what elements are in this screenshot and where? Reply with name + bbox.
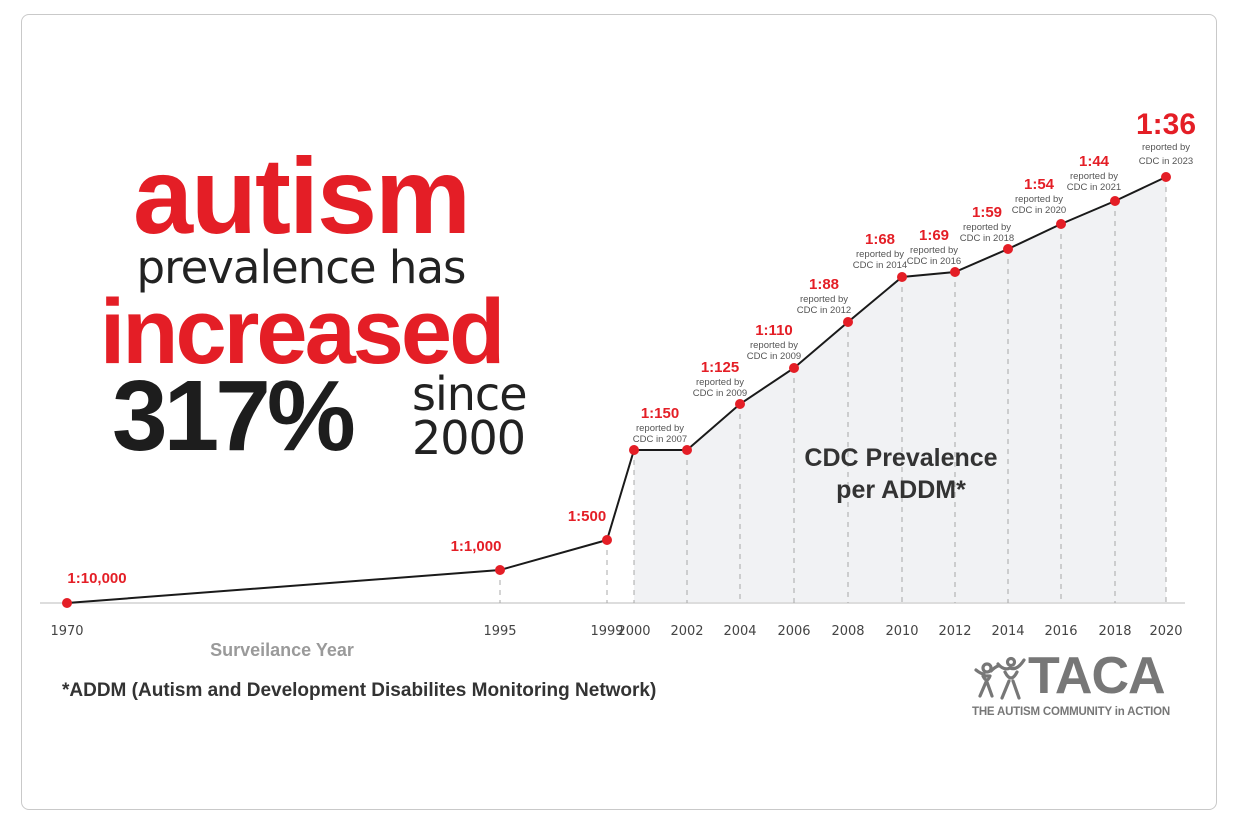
x-tick-2008: 2008 [831,624,864,639]
x-tick-2012: 2012 [938,624,971,639]
shaded-area [634,177,1166,603]
x-tick-2018: 2018 [1098,624,1131,639]
x-tick-2000: 2000 [617,624,650,639]
annotation-title-line2: per ADDM* [836,476,966,504]
data-points [62,172,1171,608]
series-line [66,176,1167,604]
headline-prevalence-has: prevalence has [136,241,467,294]
note-label-2012-line2: CDC in 2016 [907,256,961,267]
value-label-2014: 1:59 [972,204,1002,221]
logo-tagline: THE AUTISM COMMUNITY in ACTION [972,706,1171,718]
x-axis-title: Surveilance Year [210,640,354,660]
value-label-2004: 1:125 [701,359,739,376]
note-label-2008-line1: reported by [800,294,848,305]
headline-since: since 2000 [412,367,527,465]
note-label-2000-line2: CDC in 2007 [633,434,687,445]
data-point-1970 [62,598,72,608]
note-label-2014-line2: CDC in 2018 [960,233,1014,244]
x-tick-1970: 1970 [50,624,83,639]
x-tick-2010: 2010 [885,624,918,639]
data-point-1999 [602,535,612,545]
headline-autism: autism [132,135,471,256]
data-point-2004 [735,399,745,409]
note-label-2012-line1: reported by [910,245,958,256]
value-label-2010: 1:68 [865,231,895,248]
value-label-2008: 1:88 [809,276,839,293]
data-point-1995 [495,565,505,575]
data-point-2006 [789,363,799,373]
x-tick-1995: 1995 [483,624,516,639]
note-label-2016-line2: CDC in 2020 [1012,205,1066,216]
data-point-2014 [1003,244,1013,254]
note-label-2010-line2: CDC in 2014 [853,260,907,271]
note-label-2010-line1: reported by [856,249,904,260]
note-label-2008-line2: CDC in 2012 [797,305,851,316]
logo-wordmark: TACA [1028,647,1166,705]
x-tick-2002: 2002 [670,624,703,639]
note-label-2004-line2: CDC in 2009 [693,388,747,399]
note-label-2014-line1: reported by [963,222,1011,233]
data-point-2008 [843,317,853,327]
footnote: *ADDM (Autism and Development Disabilite… [62,680,657,701]
taca-logo: TACA THE AUTISM COMMUNITY in ACTION [970,648,1202,722]
value-label-2012: 1:69 [919,227,949,244]
note-label-2018-line2: CDC in 2021 [1067,182,1121,193]
note-label-2018-line1: reported by [1070,171,1118,182]
x-tick-2016: 2016 [1044,624,1077,639]
value-label-2000: 1:150 [641,405,679,422]
annotation-title-line1: CDC Prevalence [804,444,997,472]
headline-since-year: 2000 [412,411,526,465]
x-tick-2014: 2014 [991,624,1024,639]
x-tick-2006: 2006 [777,624,810,639]
headline-percent: 317% [112,360,356,472]
value-label-2018: 1:44 [1079,153,1110,170]
value-label-2006: 1:110 [755,322,793,339]
data-point-2012 [950,267,960,277]
value-label-2020: 1:36 [1136,108,1196,141]
x-tick-1999: 1999 [590,624,623,639]
note-label-2000-line1: reported by [636,423,684,434]
data-point-2010 [897,272,907,282]
note-label-2006-line2: CDC in 2009 [747,351,801,362]
headline-since-word: since [412,367,527,421]
x-tick-2020: 2020 [1149,624,1182,639]
note-label-2006-line1: reported by [750,340,798,351]
note-label-2020-line1: reported by [1142,142,1190,153]
note-label-2016-line1: reported by [1015,194,1063,205]
value-label-2016: 1:54 [1024,176,1055,193]
data-point-2018 [1110,196,1120,206]
data-point-2016 [1056,219,1066,229]
area-layer [634,177,1166,603]
taca-figures-icon [974,656,1026,700]
value-label-1970: 1:10,000 [67,570,126,587]
data-point-2000 [629,445,639,455]
headline-increased: increased [99,281,506,383]
value-label-1999: 1:500 [568,508,606,525]
note-label-2004-line1: reported by [696,377,744,388]
guide-lines [499,177,1167,603]
data-point-2020 [1161,172,1171,182]
data-point-2002 [682,445,692,455]
value-label-1995: 1:1,000 [451,538,502,555]
note-label-2020-line2: CDC in 2023 [1139,156,1193,167]
x-tick-2004: 2004 [723,624,756,639]
